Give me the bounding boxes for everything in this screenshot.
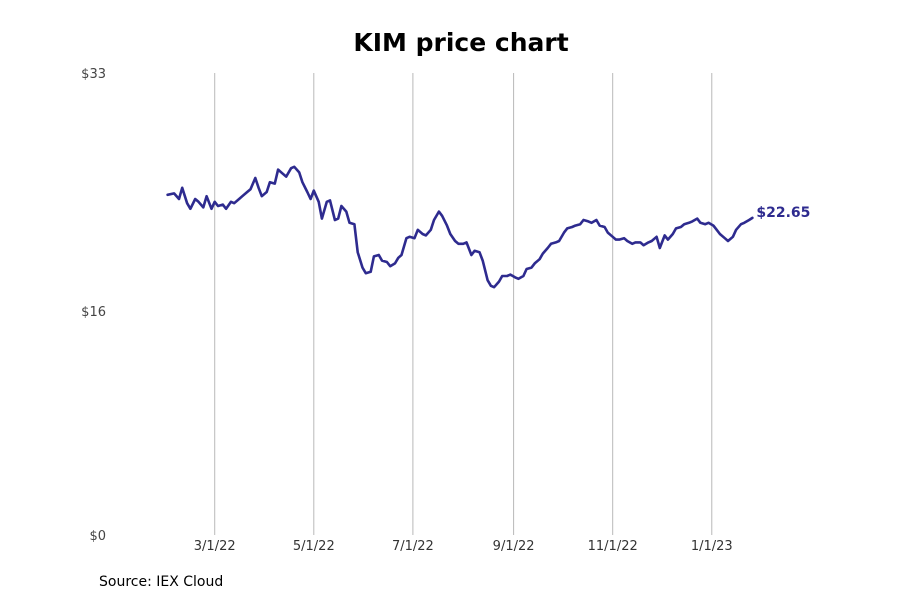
x-tick-label: 5/1/22 [293, 539, 335, 554]
price-series-line [166, 165, 754, 289]
x-axis: 3/1/22 5/1/22 7/1/22 9/1/22 11/1/22 1/1/23 [194, 539, 733, 554]
y-tick-label: $16 [81, 305, 106, 320]
y-tick-label: $0 [89, 529, 106, 544]
y-tick-label: $33 [81, 67, 106, 82]
x-tick-label: 9/1/22 [493, 539, 535, 554]
chart-title: KIM price chart [353, 28, 568, 57]
source-note: Source: IEX Cloud [99, 574, 224, 590]
last-price-label: $22.65 [756, 205, 810, 221]
x-tick-label: 1/1/23 [691, 539, 733, 554]
x-tick-label: 3/1/22 [194, 539, 236, 554]
x-tick-label: 11/1/22 [588, 539, 638, 554]
x-tick-label: 7/1/22 [392, 539, 434, 554]
y-axis: $0 $16 $33 [81, 67, 106, 544]
grid [214, 73, 713, 535]
